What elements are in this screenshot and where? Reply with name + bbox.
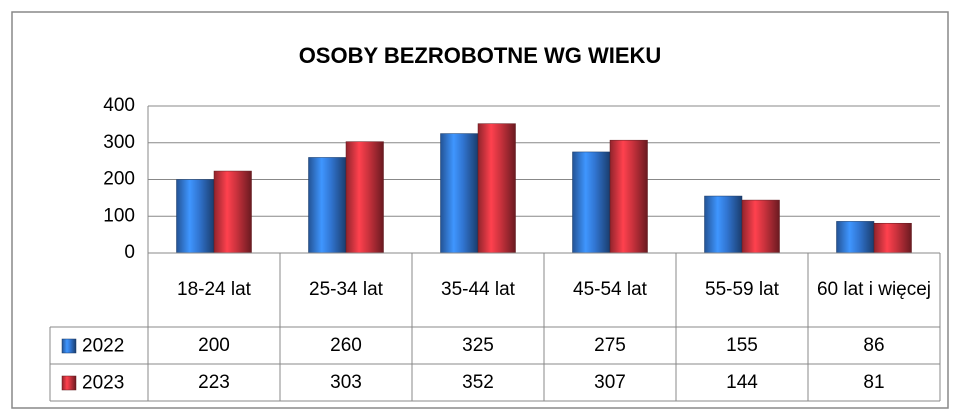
table-value: 303 bbox=[330, 371, 362, 393]
y-tick-label: 0 bbox=[124, 242, 135, 263]
chart-title: OSOBY BEZROBOTNE WG WIEKU bbox=[299, 43, 662, 68]
table-value: 81 bbox=[863, 371, 885, 393]
legend-label: 2022 bbox=[82, 336, 124, 357]
bar bbox=[308, 157, 347, 254]
table-value: 307 bbox=[594, 371, 626, 393]
table-value: 260 bbox=[330, 334, 362, 356]
bar bbox=[345, 141, 384, 254]
legend-label: 2023 bbox=[82, 373, 124, 394]
bar bbox=[836, 221, 875, 254]
table-value: 325 bbox=[462, 334, 494, 356]
table-value: 275 bbox=[594, 334, 626, 356]
bar bbox=[741, 199, 780, 254]
y-tick-label: 200 bbox=[103, 169, 135, 190]
x-tick-label: 55-59 lat bbox=[705, 279, 779, 300]
bar bbox=[176, 179, 215, 254]
table-value: 144 bbox=[726, 371, 758, 393]
table-value: 155 bbox=[726, 334, 758, 356]
x-tick-label: 35-44 lat bbox=[441, 279, 515, 300]
table-value: 223 bbox=[198, 371, 230, 393]
table-value: 200 bbox=[198, 334, 230, 356]
legend-key bbox=[61, 375, 77, 391]
bar bbox=[213, 170, 252, 254]
y-tick-label: 100 bbox=[103, 205, 135, 226]
legend-key bbox=[61, 338, 77, 354]
x-tick-label: 25-34 lat bbox=[309, 279, 383, 300]
y-tick-label: 300 bbox=[103, 132, 135, 153]
table-value: 352 bbox=[462, 371, 494, 393]
bar bbox=[609, 139, 648, 254]
bar bbox=[873, 222, 912, 254]
bar bbox=[440, 133, 479, 254]
bar bbox=[704, 195, 743, 254]
y-tick-label: 400 bbox=[103, 95, 135, 116]
table-value: 86 bbox=[863, 334, 885, 356]
bar bbox=[572, 151, 611, 254]
bar bbox=[477, 123, 516, 254]
x-tick-label: 45-54 lat bbox=[573, 279, 647, 300]
x-tick-label: 60 lat i więcej bbox=[816, 279, 932, 300]
x-tick-label: 18-24 lat bbox=[177, 279, 251, 300]
